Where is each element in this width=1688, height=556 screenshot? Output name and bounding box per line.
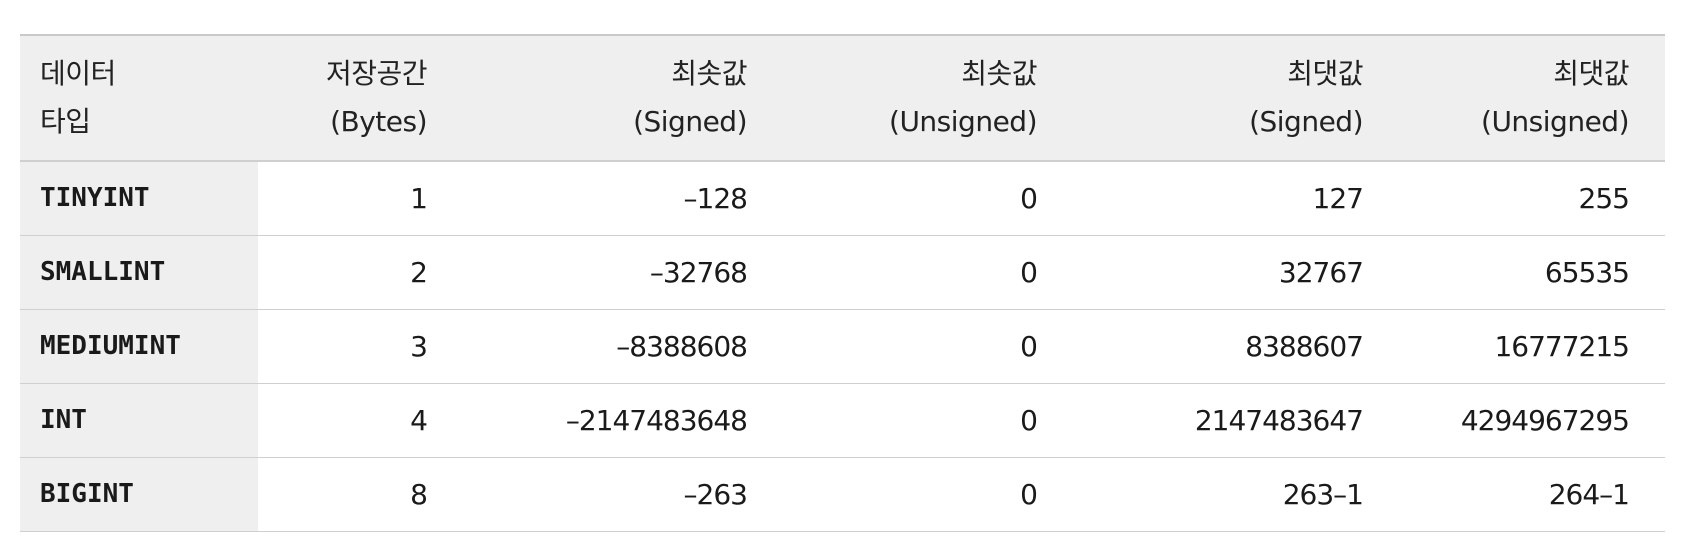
header-line: (Signed) (633, 105, 747, 138)
type-cell: SMALLINT (20, 235, 258, 309)
header-line: 저장공간 (325, 57, 428, 90)
type-cell: BIGINT (20, 457, 258, 531)
storage-cell: 3 (410, 329, 428, 363)
table-body: TINYINT 1 –128 0 127 255 SMALLINT 2 –327… (20, 161, 1665, 531)
header-min-unsigned: 최솟값 (Unsigned) (783, 35, 1073, 161)
storage-cell: 2 (410, 255, 428, 289)
header-data-type: 데이터 타입 (20, 35, 258, 161)
min-unsigned-cell: 0 (1020, 255, 1038, 289)
table-header: 데이터 타입 저장공간 (Bytes) 최솟값 (Signed) 최솟값 (Un… (20, 35, 1665, 161)
min-unsigned-cell: 0 (1020, 329, 1038, 363)
header-line: (Unsigned) (889, 105, 1037, 138)
storage-cell: 1 (410, 181, 428, 215)
min-unsigned-cell: 0 (1020, 477, 1038, 511)
min-unsigned-cell: 0 (1020, 403, 1038, 437)
header-line: (Bytes) (330, 105, 427, 138)
integer-types-table: 데이터 타입 저장공간 (Bytes) 최솟값 (Signed) 최솟값 (Un… (20, 34, 1665, 532)
table-row: SMALLINT 2 –32768 0 32767 65535 (20, 235, 1665, 309)
header-line: 타입 (40, 105, 91, 138)
table-row: BIGINT 8 –263 0 263–1 264–1 (20, 457, 1665, 531)
max-signed-cell: 127 (1312, 181, 1364, 215)
header-min-signed: 최솟값 (Signed) (463, 35, 783, 161)
min-unsigned-cell: 0 (1020, 181, 1038, 215)
header-line: 최솟값 (671, 57, 747, 90)
min-signed-cell: –32768 (649, 255, 748, 289)
table-row: TINYINT 1 –128 0 127 255 (20, 161, 1665, 235)
type-cell: INT (20, 383, 258, 457)
storage-cell: 4 (410, 403, 428, 437)
header-max-signed: 최댓값 (Signed) (1073, 35, 1399, 161)
header-line: 최댓값 (1553, 57, 1629, 90)
header-line: 데이터 (40, 57, 116, 90)
type-cell: TINYINT (20, 161, 258, 235)
min-signed-cell: –128 (683, 181, 748, 215)
max-signed-cell: 263–1 (1282, 477, 1364, 511)
storage-cell: 8 (410, 477, 428, 511)
max-unsigned-cell: 255 (1578, 181, 1630, 215)
header-line: 최댓값 (1287, 57, 1363, 90)
max-unsigned-cell: 16777215 (1494, 329, 1630, 363)
header-storage-bytes: 저장공간 (Bytes) (258, 35, 463, 161)
max-signed-cell: 2147483647 (1194, 403, 1364, 437)
min-signed-cell: –8388608 (616, 329, 748, 363)
header-row: 데이터 타입 저장공간 (Bytes) 최솟값 (Signed) 최솟값 (Un… (20, 35, 1665, 161)
max-unsigned-cell: 4294967295 (1460, 403, 1630, 437)
max-unsigned-cell: 264–1 (1548, 477, 1630, 511)
table-row: INT 4 –2147483648 0 2147483647 429496729… (20, 383, 1665, 457)
max-signed-cell: 32767 (1278, 255, 1364, 289)
min-signed-cell: –263 (683, 477, 748, 511)
min-signed-cell: –2147483648 (565, 403, 748, 437)
header-line: (Signed) (1249, 105, 1363, 138)
max-signed-cell: 8388607 (1245, 329, 1364, 363)
type-cell: MEDIUMINT (20, 309, 258, 383)
table-row: MEDIUMINT 3 –8388608 0 8388607 16777215 (20, 309, 1665, 383)
header-line: 최솟값 (961, 57, 1037, 90)
header-line: (Unsigned) (1481, 105, 1629, 138)
max-unsigned-cell: 65535 (1544, 255, 1630, 289)
integer-types-table-container: 데이터 타입 저장공간 (Bytes) 최솟값 (Signed) 최솟값 (Un… (20, 34, 1665, 532)
header-max-unsigned: 최댓값 (Unsigned) (1399, 35, 1665, 161)
